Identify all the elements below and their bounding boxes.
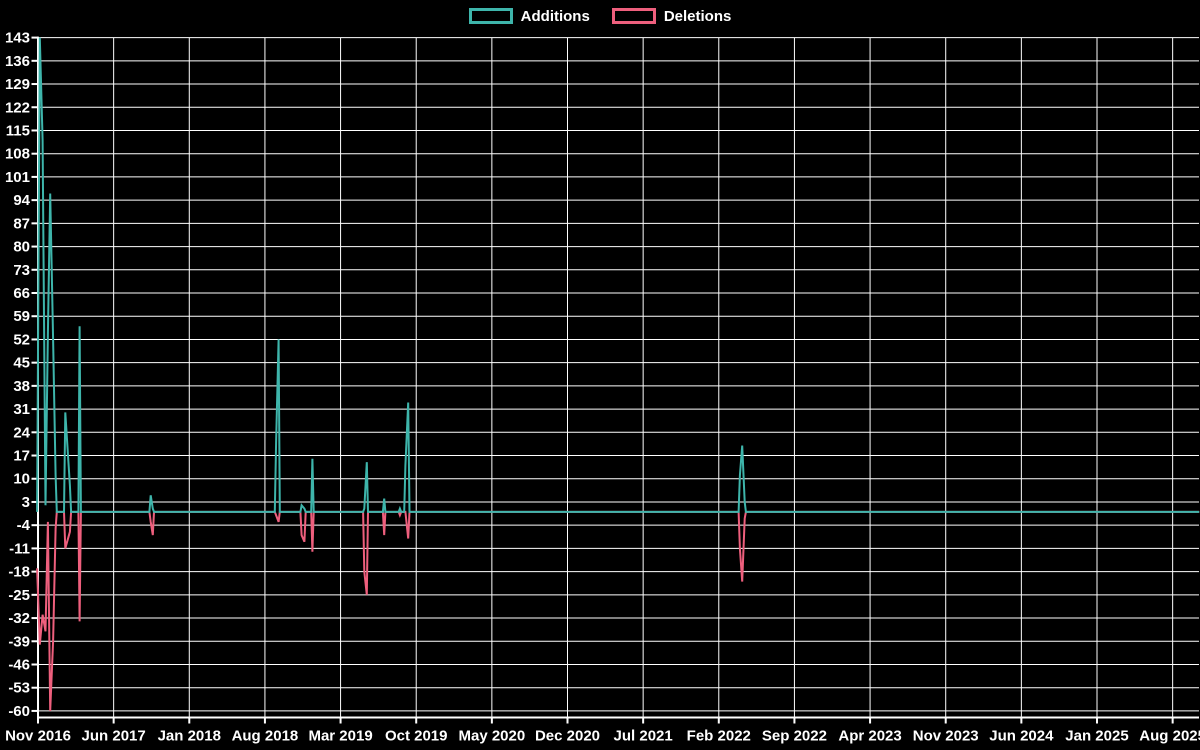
legend-item-additions[interactable]: Additions (468, 7, 590, 25)
svg-text:Jun 2024: Jun 2024 (989, 728, 1054, 745)
svg-text:-60: -60 (8, 703, 30, 720)
svg-text:24: 24 (13, 424, 30, 441)
svg-text:108: 108 (5, 146, 30, 163)
axes (31, 36, 1199, 724)
x-axis-labels: Nov 2016 Jun 2017 Jan 2018 Aug 2018 Mar 2019… (5, 728, 1200, 745)
svg-text:122: 122 (5, 99, 30, 116)
svg-text:Jan 2018: Jan 2018 (158, 728, 221, 745)
svg-text:-11: -11 (9, 540, 30, 557)
svg-text:Nov 2016: Nov 2016 (5, 728, 71, 745)
legend-label-deletions: Deletions (663, 7, 732, 25)
svg-text:80: 80 (13, 239, 30, 256)
svg-text:31: 31 (13, 401, 30, 418)
svg-text:Jul 2021: Jul 2021 (614, 728, 673, 745)
svg-text:-53: -53 (8, 680, 30, 697)
svg-text:73: 73 (13, 262, 30, 279)
svg-text:Feb 2022: Feb 2022 (687, 728, 751, 745)
svg-text:Oct 2019: Oct 2019 (385, 728, 448, 745)
svg-text:Dec 2020: Dec 2020 (535, 728, 600, 745)
svg-text:Jun 2017: Jun 2017 (82, 728, 146, 745)
svg-text:Aug 2025: Aug 2025 (1139, 728, 1200, 745)
series-deletions (36, 510, 1200, 711)
svg-text:Sep 2022: Sep 2022 (762, 728, 827, 745)
svg-text:101: 101 (5, 169, 30, 186)
svg-text:136: 136 (5, 53, 30, 70)
svg-text:-32: -32 (8, 610, 30, 627)
y-axis-labels: 143 136 129 122 115 108 101 94 87 80 73 66 59 52 45 38 3… (5, 30, 31, 720)
svg-text:94: 94 (13, 192, 30, 209)
svg-text:17: 17 (13, 448, 30, 465)
svg-text:-25: -25 (8, 587, 30, 604)
svg-text:Jan 2025: Jan 2025 (1065, 728, 1128, 745)
svg-text:-4: -4 (17, 517, 31, 534)
svg-text:Nov 2023: Nov 2023 (913, 728, 979, 745)
svg-text:115: 115 (6, 122, 30, 139)
svg-text:May 2020: May 2020 (458, 728, 525, 745)
svg-text:3: 3 (22, 494, 30, 511)
svg-text:87: 87 (13, 215, 30, 232)
svg-text:10: 10 (13, 471, 30, 488)
svg-text:45: 45 (13, 355, 30, 372)
series-additions (36, 37, 1200, 513)
svg-text:38: 38 (13, 378, 30, 395)
svg-text:143: 143 (5, 30, 30, 47)
svg-text:Apr 2023: Apr 2023 (838, 728, 901, 745)
svg-text:129: 129 (5, 76, 30, 93)
gridlines (37, 37, 1199, 718)
legend-label-additions: Additions (520, 7, 590, 25)
svg-text:-39: -39 (8, 633, 30, 650)
svg-text:66: 66 (13, 285, 30, 302)
chart-legend: Additions Deletions (0, 0, 1200, 32)
svg-text:-46: -46 (8, 656, 30, 673)
svg-text:52: 52 (13, 331, 30, 348)
svg-text:-18: -18 (8, 564, 30, 581)
additions-swatch-icon (468, 8, 513, 24)
svg-text:Aug 2018: Aug 2018 (232, 728, 299, 745)
deletions-swatch-icon (611, 8, 656, 24)
svg-text:59: 59 (13, 308, 30, 325)
svg-text:Mar 2019: Mar 2019 (308, 728, 372, 745)
legend-item-deletions[interactable]: Deletions (611, 7, 732, 25)
